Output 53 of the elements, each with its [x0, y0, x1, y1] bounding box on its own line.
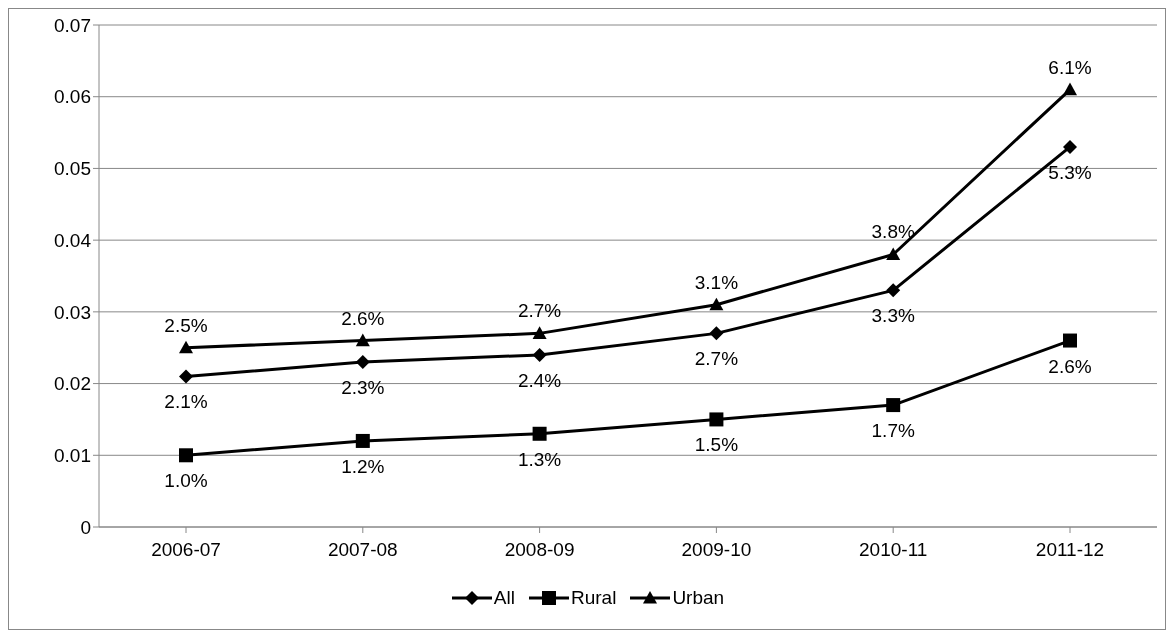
data-label: 1.3% — [517, 448, 562, 470]
y-tick-label: 0.02 — [54, 373, 91, 395]
point — [1063, 333, 1077, 348]
point — [532, 347, 547, 362]
point — [709, 297, 724, 311]
data-label: 2.7% — [694, 348, 739, 370]
legend-label: Rural — [570, 587, 617, 609]
point — [709, 412, 724, 427]
x-tick-label: 2011-12 — [1035, 539, 1105, 561]
y-tick-label: 0.04 — [54, 229, 92, 251]
x-tick-label: 2009-10 — [681, 539, 752, 561]
data-label: 2.6% — [341, 307, 385, 329]
point — [355, 355, 370, 370]
y-tick-label: 0.03 — [54, 301, 91, 323]
y-tick-label: 0 — [80, 516, 91, 538]
data-label: 1.2% — [341, 455, 385, 477]
legend-label: Urban — [672, 587, 725, 609]
y-tick-label: 0.07 — [54, 14, 91, 36]
data-label: 2.3% — [341, 377, 385, 399]
data-label: 3.1% — [694, 271, 739, 293]
x-tick-label: 2008-09 — [504, 539, 575, 561]
point — [355, 433, 370, 448]
legend-label: All — [493, 587, 515, 609]
y-tick-label: 0.01 — [54, 445, 91, 467]
point — [355, 333, 370, 347]
point — [709, 326, 724, 341]
x-tick-label: 2007-08 — [327, 539, 398, 561]
point — [886, 247, 901, 261]
data-label: 1.0% — [164, 470, 208, 492]
data-label: 6.1% — [1048, 56, 1092, 78]
point — [1063, 82, 1077, 96]
data-label: 1.5% — [694, 434, 739, 456]
point — [179, 340, 193, 354]
point — [179, 448, 193, 463]
data-label: 3.8% — [871, 221, 915, 243]
data-label: 2.7% — [517, 300, 562, 322]
data-label: 2.6% — [1048, 355, 1092, 377]
point — [886, 398, 901, 413]
y-tick-label: 0.05 — [54, 158, 91, 180]
point — [886, 283, 901, 298]
point — [179, 369, 193, 384]
x-tick-label: 2010-11 — [859, 539, 928, 561]
data-label: 1.7% — [871, 420, 915, 442]
point — [1063, 139, 1077, 154]
data-label: 2.1% — [164, 391, 208, 413]
data-label: 2.4% — [517, 369, 562, 391]
data-label: 3.3% — [871, 305, 915, 327]
y-tick-label: 0.06 — [54, 86, 91, 108]
point — [532, 326, 547, 339]
data-label: 5.3% — [1048, 161, 1092, 183]
x-tick-label: 2006-07 — [151, 539, 221, 561]
data-label: 2.5% — [164, 314, 208, 336]
point — [532, 426, 547, 441]
